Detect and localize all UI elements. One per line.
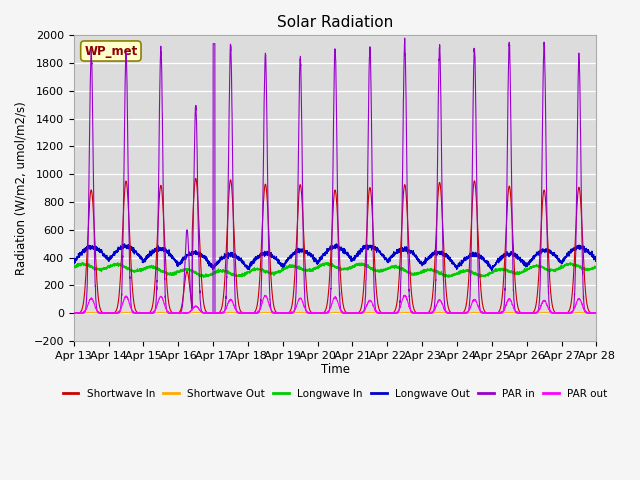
Legend: Shortwave In, Shortwave Out, Longwave In, Longwave Out, PAR in, PAR out: Shortwave In, Shortwave Out, Longwave In…: [58, 384, 612, 403]
Text: WP_met: WP_met: [84, 45, 138, 58]
Y-axis label: Radiation (W/m2, umol/m2/s): Radiation (W/m2, umol/m2/s): [15, 101, 28, 275]
Title: Solar Radiation: Solar Radiation: [277, 15, 393, 30]
X-axis label: Time: Time: [321, 363, 349, 376]
